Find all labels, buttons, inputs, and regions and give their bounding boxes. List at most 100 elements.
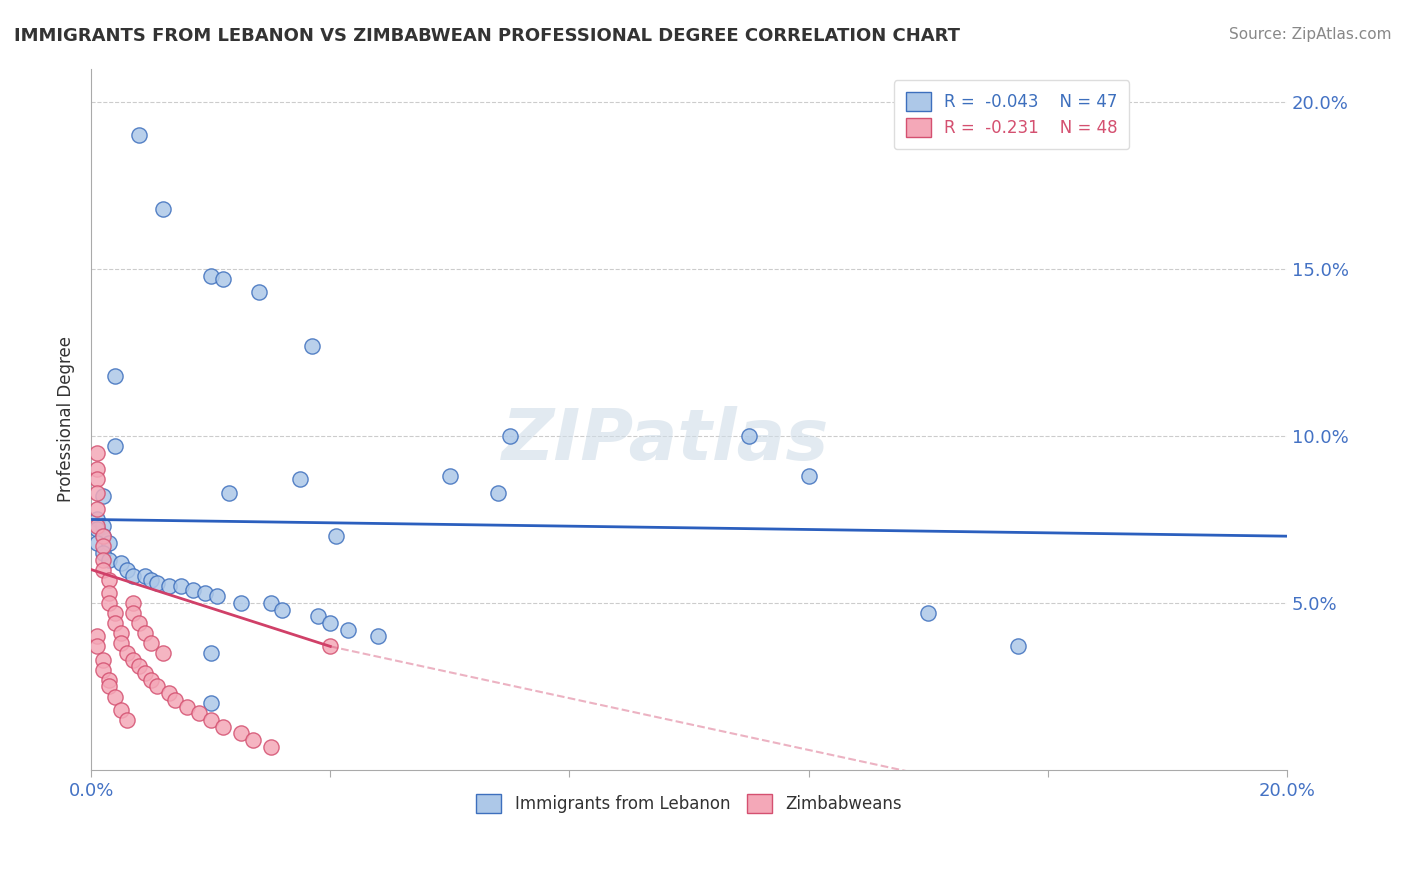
- Point: [86, 512, 108, 526]
- Point: [242, 733, 264, 747]
- Point: [98, 573, 121, 587]
- Point: [91, 653, 114, 667]
- Point: [229, 726, 252, 740]
- Point: [367, 629, 389, 643]
- Point: [104, 615, 127, 630]
- Point: [319, 615, 342, 630]
- Point: [917, 606, 939, 620]
- Point: [146, 576, 169, 591]
- Point: [98, 552, 121, 566]
- Point: [259, 596, 281, 610]
- Point: [86, 536, 108, 550]
- Y-axis label: Professional Degree: Professional Degree: [58, 336, 75, 502]
- Point: [128, 615, 150, 630]
- Point: [86, 502, 108, 516]
- Point: [139, 673, 162, 687]
- Point: [170, 579, 193, 593]
- Point: [128, 659, 150, 673]
- Point: [194, 586, 217, 600]
- Point: [115, 713, 138, 727]
- Point: [110, 636, 132, 650]
- Point: [738, 429, 761, 443]
- Point: [152, 202, 174, 216]
- Point: [229, 596, 252, 610]
- Point: [110, 626, 132, 640]
- Point: [205, 589, 228, 603]
- Point: [91, 529, 114, 543]
- Point: [86, 445, 108, 459]
- Point: [86, 629, 108, 643]
- Point: [122, 569, 145, 583]
- Point: [128, 128, 150, 143]
- Point: [115, 646, 138, 660]
- Point: [486, 485, 509, 500]
- Point: [91, 519, 114, 533]
- Point: [91, 563, 114, 577]
- Point: [98, 596, 121, 610]
- Point: [104, 368, 127, 383]
- Point: [86, 472, 108, 486]
- Point: [211, 720, 233, 734]
- Point: [91, 546, 114, 560]
- Point: [139, 573, 162, 587]
- Point: [98, 680, 121, 694]
- Point: [98, 536, 121, 550]
- Point: [91, 663, 114, 677]
- Point: [139, 636, 162, 650]
- Point: [134, 666, 156, 681]
- Point: [98, 586, 121, 600]
- Point: [176, 699, 198, 714]
- Point: [152, 646, 174, 660]
- Point: [146, 680, 169, 694]
- Point: [91, 552, 114, 566]
- Point: [200, 646, 222, 660]
- Point: [86, 519, 108, 533]
- Point: [86, 523, 108, 537]
- Point: [319, 640, 342, 654]
- Point: [110, 703, 132, 717]
- Point: [200, 696, 222, 710]
- Point: [134, 626, 156, 640]
- Point: [499, 429, 522, 443]
- Point: [290, 472, 312, 486]
- Point: [325, 529, 347, 543]
- Point: [271, 602, 294, 616]
- Point: [187, 706, 209, 721]
- Point: [134, 569, 156, 583]
- Legend: Immigrants from Lebanon, Zimbabweans: Immigrants from Lebanon, Zimbabweans: [464, 782, 914, 825]
- Point: [200, 713, 222, 727]
- Point: [307, 609, 329, 624]
- Point: [91, 539, 114, 553]
- Point: [218, 485, 240, 500]
- Point: [337, 623, 360, 637]
- Point: [301, 339, 323, 353]
- Point: [98, 673, 121, 687]
- Point: [104, 690, 127, 704]
- Text: IMMIGRANTS FROM LEBANON VS ZIMBABWEAN PROFESSIONAL DEGREE CORRELATION CHART: IMMIGRANTS FROM LEBANON VS ZIMBABWEAN PR…: [14, 27, 960, 45]
- Point: [86, 462, 108, 476]
- Point: [115, 563, 138, 577]
- Point: [157, 686, 180, 700]
- Point: [122, 653, 145, 667]
- Point: [122, 596, 145, 610]
- Point: [1007, 640, 1029, 654]
- Point: [200, 268, 222, 283]
- Point: [104, 439, 127, 453]
- Point: [86, 485, 108, 500]
- Point: [247, 285, 270, 300]
- Point: [91, 529, 114, 543]
- Point: [181, 582, 204, 597]
- Point: [110, 556, 132, 570]
- Point: [122, 606, 145, 620]
- Point: [211, 272, 233, 286]
- Point: [163, 693, 186, 707]
- Point: [259, 739, 281, 754]
- Text: Source: ZipAtlas.com: Source: ZipAtlas.com: [1229, 27, 1392, 42]
- Point: [439, 469, 461, 483]
- Point: [104, 606, 127, 620]
- Point: [86, 640, 108, 654]
- Point: [91, 489, 114, 503]
- Point: [797, 469, 820, 483]
- Text: ZIPatlas: ZIPatlas: [502, 406, 828, 475]
- Point: [157, 579, 180, 593]
